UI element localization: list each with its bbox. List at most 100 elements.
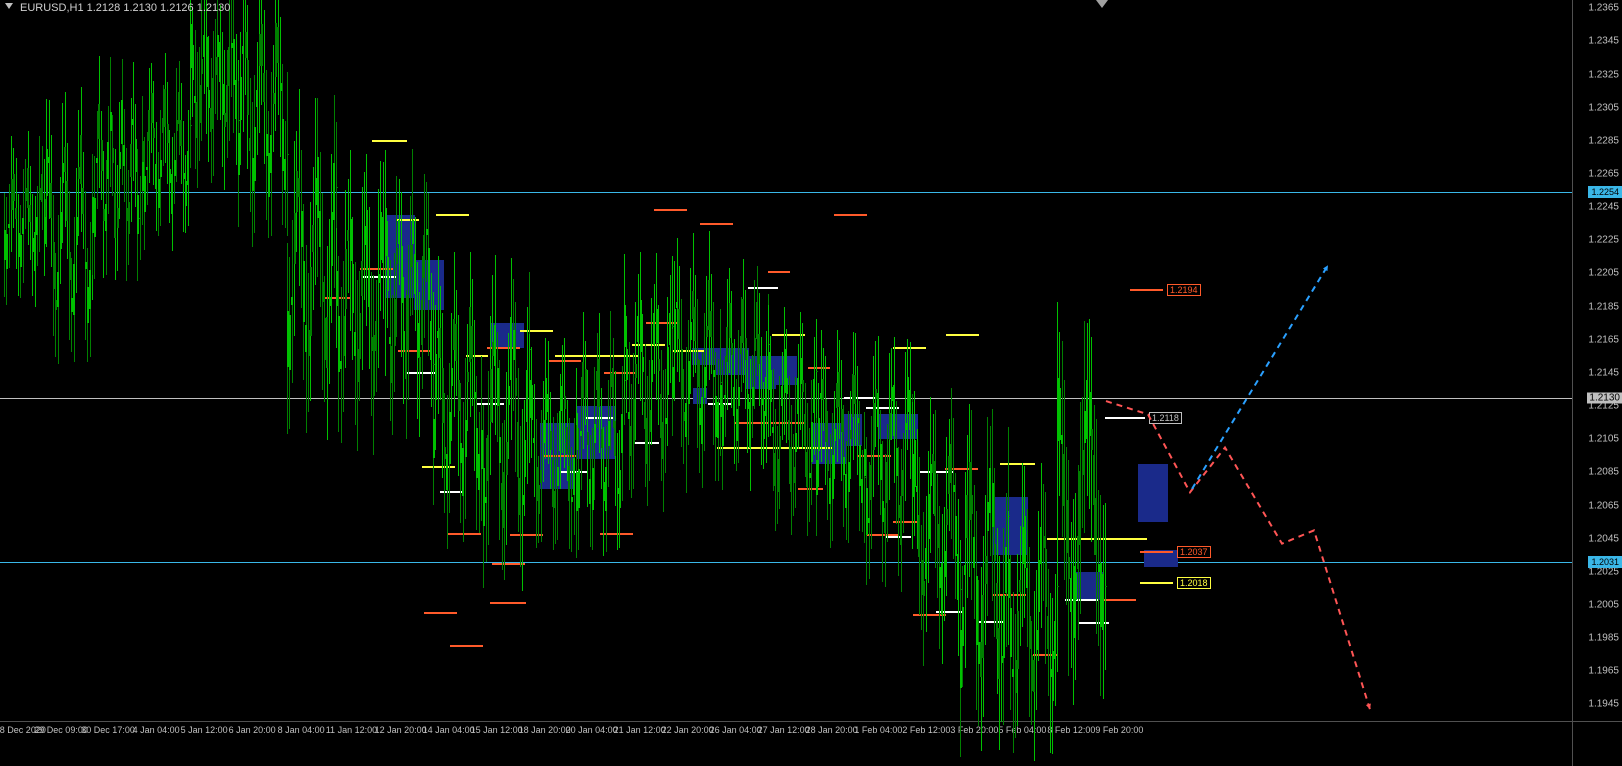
level-segment[interactable] [1140, 582, 1173, 584]
candle-body [238, 133, 240, 176]
level-segment[interactable] [1140, 551, 1173, 553]
candle-body [130, 144, 132, 177]
candle-body [533, 438, 535, 444]
level-segment[interactable] [700, 223, 733, 225]
level-segment[interactable] [808, 367, 830, 369]
level-segment[interactable] [450, 645, 483, 647]
candle-body [946, 509, 948, 525]
x-tick-label: 28 Jan 20:00 [806, 725, 858, 735]
candle-body [937, 524, 939, 547]
candle-body [303, 261, 305, 322]
chart-plot-area[interactable]: 1.21941.21181.20371.2018 [0, 0, 1572, 721]
candle-body [517, 422, 519, 477]
level-segment[interactable] [1000, 463, 1035, 465]
candle-body [1066, 500, 1068, 553]
x-tick-label: 21 Jan 12:00 [614, 725, 666, 735]
level-segment[interactable] [1130, 289, 1163, 291]
level-label: 1.2037 [1177, 546, 1211, 558]
candle-body [557, 467, 559, 486]
candle-body [713, 370, 715, 377]
candle-body [29, 205, 31, 223]
candle-body [1054, 621, 1056, 659]
candle-body [192, 45, 194, 80]
candle [243, 0, 244, 132]
level-segment[interactable] [1105, 417, 1145, 419]
level-segment[interactable] [768, 271, 790, 273]
candle-body [976, 576, 978, 645]
candle-body [291, 297, 293, 305]
horizontal-line[interactable] [0, 192, 1572, 193]
candle-body [861, 479, 863, 503]
candle-body [146, 167, 148, 171]
candle-body [998, 628, 1000, 679]
candle-body [414, 254, 416, 294]
candle-body [559, 411, 561, 451]
candle-body [64, 147, 66, 173]
candle-body [428, 248, 430, 300]
level-segment[interactable] [422, 466, 455, 468]
level-label: 1.2018 [1177, 577, 1211, 589]
candle-body [777, 459, 779, 492]
horizontal-line-label: 1.2031 [1588, 556, 1622, 568]
candle-body [594, 424, 596, 443]
candle-body [298, 178, 300, 197]
candle-body [249, 138, 251, 151]
y-tick-label: 1.2145 [1588, 367, 1619, 378]
candle-body [350, 219, 352, 261]
candle-body [69, 252, 71, 280]
horizontal-line[interactable] [0, 562, 1572, 563]
level-segment[interactable] [834, 214, 867, 216]
candle-body [261, 24, 263, 66]
candle-body [343, 316, 345, 356]
candle-body [317, 157, 319, 219]
candle-body [112, 148, 114, 163]
candle-body [101, 140, 103, 170]
candle-body [340, 361, 342, 369]
candle-body [458, 380, 460, 410]
candle-body [678, 309, 680, 340]
level-segment[interactable] [424, 612, 457, 614]
candle-body [167, 124, 169, 143]
level-segment[interactable] [372, 140, 407, 142]
candle-body [914, 440, 916, 486]
candle-body [41, 174, 43, 203]
candle-body [866, 488, 868, 535]
candle-body [94, 198, 96, 237]
y-tick-label: 1.2165 [1588, 334, 1619, 345]
candle-body [854, 375, 856, 405]
candle-body [254, 127, 256, 182]
candle-body [89, 270, 91, 310]
candle-body [183, 173, 185, 179]
level-segment[interactable] [520, 330, 553, 332]
y-tick-label: 1.2305 [1588, 102, 1619, 113]
candle-body [658, 359, 660, 371]
candle-body [144, 176, 146, 212]
level-segment[interactable] [490, 602, 526, 604]
y-tick-label: 1.2265 [1588, 169, 1619, 180]
level-segment[interactable] [946, 334, 979, 336]
level-segment[interactable] [748, 287, 778, 289]
candle-body [119, 152, 121, 169]
candle-body [640, 300, 642, 352]
level-segment[interactable] [448, 533, 481, 535]
level-segment[interactable] [436, 214, 469, 216]
projection-arrow[interactable] [1192, 265, 1328, 489]
x-tick-label: 5 Jan 12:00 [181, 725, 228, 735]
y-tick-label: 1.2085 [1588, 467, 1619, 478]
bar-marker-icon [1096, 0, 1108, 8]
candle-body [378, 274, 380, 283]
candle-body [697, 359, 699, 387]
level-segment[interactable] [654, 209, 687, 211]
candle-body [964, 565, 966, 575]
chevron-down-icon[interactable] [5, 3, 13, 9]
candle-body [813, 379, 815, 414]
candle-body [50, 183, 52, 218]
candle-body [430, 321, 432, 360]
candle-body [423, 235, 425, 278]
demand-zone-box[interactable] [1138, 464, 1168, 522]
y-tick-label: 1.2105 [1588, 434, 1619, 445]
level-segment[interactable] [1103, 599, 1136, 601]
level-segment[interactable] [844, 397, 877, 399]
candle-body [284, 159, 286, 190]
candle-body [889, 413, 891, 441]
